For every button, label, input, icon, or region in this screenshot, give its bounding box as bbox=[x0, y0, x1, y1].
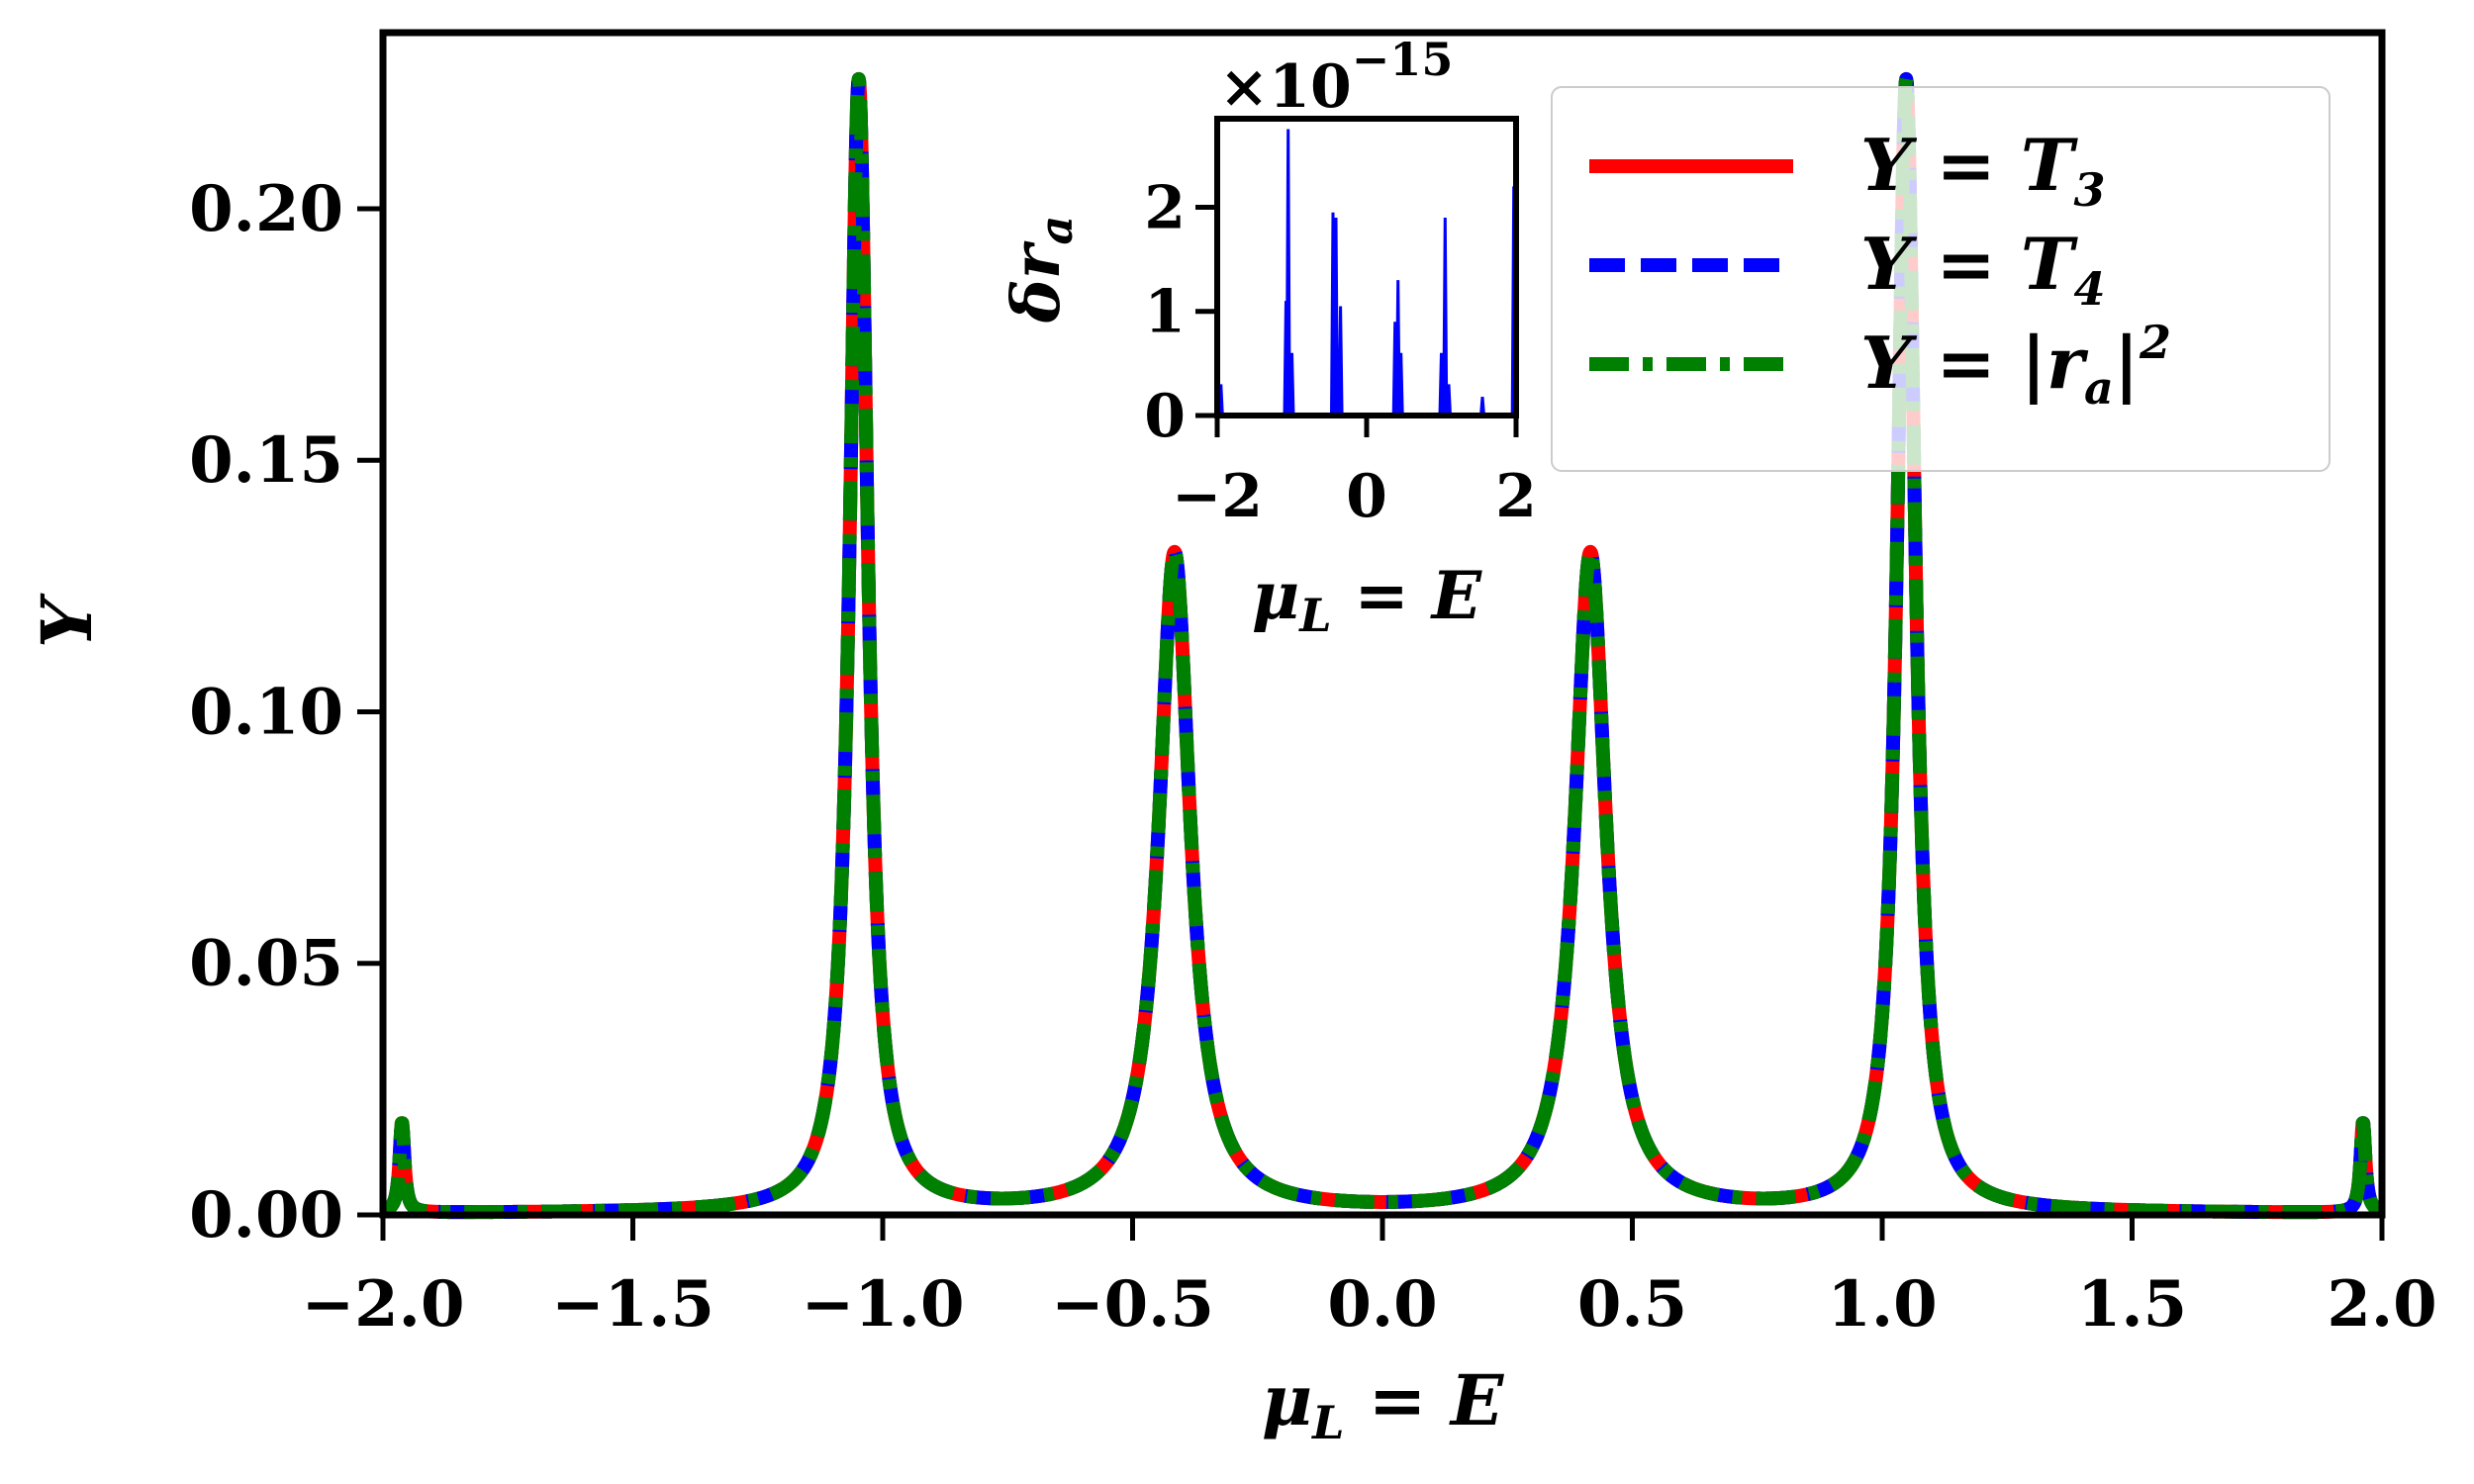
x-tick-label: 1.5 bbox=[2077, 1267, 2187, 1342]
x-tick-label: 0.5 bbox=[1577, 1267, 1687, 1342]
x-tick-label: 1.0 bbox=[1827, 1267, 1937, 1342]
x-tick-label: 0.0 bbox=[1327, 1267, 1437, 1342]
inset-x-tick-label: 2 bbox=[1495, 462, 1537, 531]
inset-y-tick-label: 1 bbox=[1144, 278, 1186, 347]
y-tick-label: 0.15 bbox=[189, 423, 343, 498]
inset-y-tick-label: 2 bbox=[1144, 173, 1186, 242]
inset-x-ticks: −2 0 2 bbox=[1172, 416, 1537, 531]
y-tick-label: 0.10 bbox=[189, 675, 343, 749]
x-tick-label: −2.0 bbox=[302, 1267, 465, 1342]
inset-background bbox=[1217, 119, 1516, 416]
inset-x-tick-label: 0 bbox=[1346, 462, 1387, 531]
legend-label-3: Y = |ra|2 bbox=[1860, 316, 2171, 415]
series-line-3 bbox=[376, 71, 2389, 1220]
inset-offset-text: ×10−15 bbox=[1219, 33, 1453, 122]
inset-curve bbox=[1217, 129, 1517, 417]
inset-x-axis-label: μL = E bbox=[1252, 557, 1483, 642]
y-tick-label: 0.20 bbox=[189, 172, 343, 246]
inset-y-tick-label: 0 bbox=[1144, 382, 1186, 451]
y-tick-label: 0.05 bbox=[189, 927, 343, 1001]
inset-y-axis-label: δra bbox=[998, 216, 1083, 325]
main-plot-frame bbox=[379, 29, 2386, 1219]
x-tick-label: −0.5 bbox=[1051, 1267, 1214, 1342]
inset-axes: −2 0 2 0 1 2 ×10−15 μL = E δra bbox=[998, 33, 1537, 642]
main-x-ticks: −2.0 −1.5 −1.0 −0.5 0.0 0.5 1.0 1.5 2.0 bbox=[302, 1215, 2437, 1342]
inset-y-ticks: 0 1 2 bbox=[1144, 173, 1217, 451]
main-axes: −2.0 −1.5 −1.0 −0.5 0.0 0.5 1.0 1.5 2.0 0.00 0.05… bbox=[26, 29, 2437, 1449]
inset-plot-frame bbox=[1214, 116, 1519, 418]
main-curves bbox=[376, 71, 2389, 1220]
main-x-axis-label: μL = E bbox=[1262, 1359, 1505, 1449]
x-tick-label: −1.5 bbox=[551, 1267, 714, 1342]
inset-series-line bbox=[1217, 129, 1517, 417]
legend: Y = T3Y = T4Y = |ra|2 bbox=[1551, 86, 2331, 472]
legend-label-2: Y = T4 bbox=[1860, 222, 2105, 316]
inset-x-tick-label: −2 bbox=[1172, 462, 1263, 531]
x-tick-label: −1.0 bbox=[802, 1267, 965, 1342]
legend-box bbox=[1551, 86, 2331, 472]
main-y-ticks: 0.00 0.05 0.10 0.15 0.20 bbox=[189, 172, 383, 1252]
legend-label-1: Y = T3 bbox=[1860, 123, 2105, 217]
main-y-axis-label: Y bbox=[26, 593, 108, 648]
x-tick-label: 2.0 bbox=[2327, 1267, 2436, 1342]
y-tick-label: 0.00 bbox=[189, 1178, 343, 1252]
